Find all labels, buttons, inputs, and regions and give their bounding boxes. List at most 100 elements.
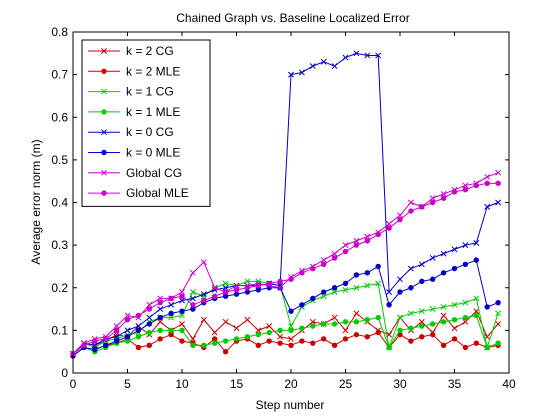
data-point bbox=[190, 306, 196, 312]
data-point bbox=[211, 284, 218, 291]
data-point bbox=[331, 63, 338, 70]
x-tick-label: 20 bbox=[284, 377, 298, 391]
data-point bbox=[310, 340, 316, 346]
data-point bbox=[113, 331, 120, 338]
data-point bbox=[321, 261, 327, 268]
data-point bbox=[429, 195, 436, 202]
data-point bbox=[299, 338, 305, 344]
data-point bbox=[255, 331, 261, 338]
data-point bbox=[233, 282, 240, 289]
data-point bbox=[288, 71, 294, 78]
data-point bbox=[375, 329, 381, 336]
data-point bbox=[299, 270, 305, 276]
data-point bbox=[451, 246, 458, 253]
data-point bbox=[146, 342, 153, 348]
data-point bbox=[277, 327, 283, 334]
legend-item: k = 0 CG bbox=[88, 125, 174, 139]
data-point bbox=[233, 325, 240, 332]
legend-item: Global CG bbox=[88, 166, 182, 180]
legend-item: k = 1 MLE bbox=[88, 105, 180, 119]
data-point bbox=[342, 54, 349, 61]
data-point bbox=[179, 321, 185, 327]
data-point bbox=[386, 289, 393, 295]
data-point bbox=[266, 280, 272, 287]
data-point bbox=[419, 204, 425, 210]
y-tick-label: 0.6 bbox=[51, 110, 68, 124]
legend-label: k = 0 CG bbox=[126, 125, 174, 139]
data-point bbox=[451, 317, 458, 323]
data-point bbox=[233, 287, 240, 293]
data-point bbox=[113, 323, 120, 330]
data-point bbox=[342, 286, 349, 293]
data-point bbox=[277, 278, 283, 285]
data-point bbox=[244, 285, 251, 291]
data-point bbox=[200, 316, 207, 323]
data-point bbox=[157, 299, 163, 306]
data-point bbox=[266, 323, 273, 330]
data-point bbox=[495, 169, 502, 176]
legend-marker bbox=[101, 169, 107, 176]
data-point bbox=[353, 50, 360, 57]
data-point bbox=[364, 52, 371, 59]
data-point bbox=[342, 242, 349, 249]
data-point bbox=[222, 289, 229, 295]
data-point bbox=[222, 293, 229, 299]
data-point bbox=[124, 338, 131, 344]
data-point bbox=[331, 255, 338, 261]
data-point bbox=[168, 301, 175, 308]
data-point bbox=[113, 327, 120, 334]
data-point bbox=[375, 314, 381, 321]
data-point bbox=[189, 289, 196, 295]
legend-marker bbox=[101, 68, 107, 75]
data-point bbox=[484, 173, 491, 180]
data-point bbox=[440, 342, 447, 348]
y-tick-label: 0.1 bbox=[51, 323, 68, 337]
data-point bbox=[309, 318, 316, 325]
data-point bbox=[407, 265, 414, 272]
data-point bbox=[451, 189, 458, 195]
data-point bbox=[320, 293, 327, 300]
data-point bbox=[386, 220, 393, 227]
data-point bbox=[397, 327, 403, 334]
series-line bbox=[72, 52, 499, 355]
data-point bbox=[255, 327, 262, 334]
data-point bbox=[397, 216, 403, 223]
data-point bbox=[113, 338, 120, 344]
data-point bbox=[299, 325, 305, 331]
data-point bbox=[440, 303, 447, 310]
data-point bbox=[440, 270, 447, 276]
y-axis-label: Average error norm (m) bbox=[29, 139, 43, 264]
data-point bbox=[462, 299, 469, 306]
y-tick-label: 0.4 bbox=[51, 196, 68, 210]
data-point bbox=[331, 250, 338, 257]
data-point bbox=[473, 257, 479, 263]
data-point bbox=[375, 52, 382, 59]
data-point bbox=[310, 323, 316, 329]
data-point bbox=[430, 276, 436, 282]
data-point bbox=[201, 297, 207, 304]
data-point bbox=[189, 335, 196, 342]
data-point bbox=[342, 248, 349, 255]
y-tick-label: 0.5 bbox=[51, 153, 68, 167]
series-line bbox=[72, 314, 499, 357]
data-point bbox=[103, 336, 109, 342]
data-point bbox=[189, 295, 196, 302]
data-point bbox=[462, 242, 469, 249]
data-point bbox=[375, 263, 381, 270]
data-point bbox=[201, 342, 207, 348]
data-point bbox=[168, 314, 175, 321]
data-point bbox=[309, 63, 316, 70]
data-point bbox=[331, 314, 338, 321]
data-point bbox=[255, 342, 261, 348]
data-point bbox=[331, 285, 338, 291]
data-point bbox=[157, 336, 163, 342]
data-point bbox=[310, 295, 316, 302]
legend-marker bbox=[101, 190, 107, 196]
data-point bbox=[408, 325, 414, 331]
data-point bbox=[353, 272, 360, 278]
data-point bbox=[146, 306, 153, 312]
data-point bbox=[288, 327, 294, 334]
data-point bbox=[440, 319, 447, 325]
legend-label: k = 1 CG bbox=[126, 85, 174, 99]
